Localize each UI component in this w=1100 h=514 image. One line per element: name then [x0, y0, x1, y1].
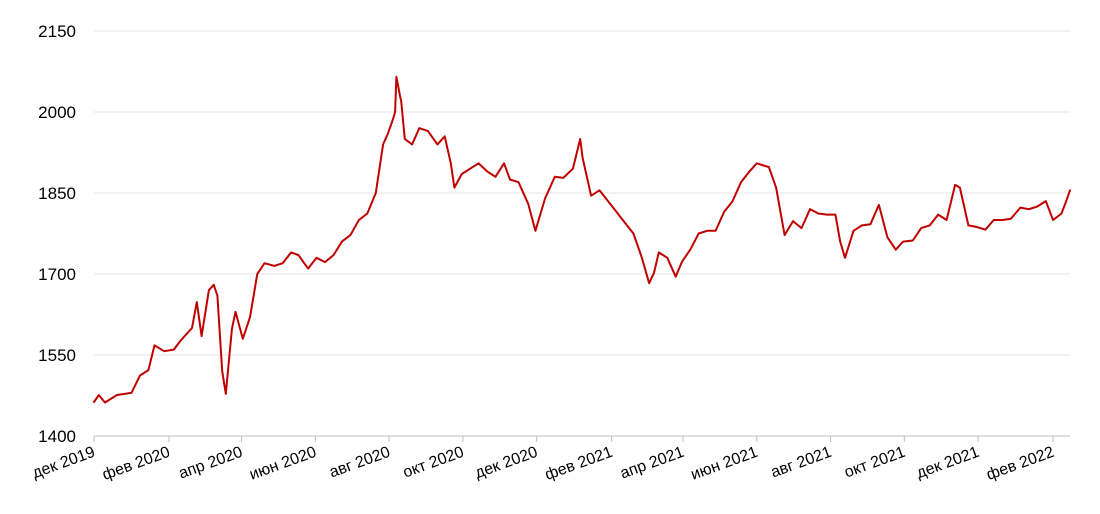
y-axis-ticks: 1400 1550 1700 1850 2000 2150: [38, 22, 76, 446]
x-tick-label-июн-2020: июн 2020: [247, 444, 319, 484]
y-tick-label-2000: 2000: [38, 103, 76, 122]
x-tick-label-окт-2020: окт 2020: [401, 444, 467, 482]
y-tick-label-1850: 1850: [38, 184, 76, 203]
x-tick-label-авг-2021: авг 2021: [769, 444, 834, 482]
x-tick-label-фев-2020: фев 2020: [100, 444, 172, 484]
x-tick-label-авг-2020: авг 2020: [327, 444, 392, 482]
x-tick-label-фев-2022: фев 2022: [984, 444, 1056, 484]
y-tick-label-1700: 1700: [38, 265, 76, 284]
x-tick-label-апр-2021: апр 2021: [618, 444, 686, 483]
x-tick-label-окт-2021: окт 2021: [842, 444, 908, 482]
x-tick-label-апр-2020: апр 2020: [177, 444, 245, 483]
x-tick-label-дек-2020: дек 2020: [473, 444, 540, 482]
price-line: [93, 75, 1071, 404]
x-tick-label-фев-2021: фев 2021: [543, 444, 615, 484]
x-tick-label-дек-2021: дек 2021: [914, 444, 981, 482]
gridlines: [94, 30, 1070, 356]
x-tick-label-дек-2019: дек 2019: [30, 444, 97, 482]
x-axis-ticks: дек 2019 фев 2020 апр 2020 июн 2020 авг 2020…: [30, 436, 1057, 484]
y-tick-label-1400: 1400: [38, 427, 76, 446]
y-tick-label-2150: 2150: [38, 22, 76, 41]
x-tick-label-июн-2021: июн 2021: [689, 444, 761, 484]
y-tick-label-1550: 1550: [38, 346, 76, 365]
